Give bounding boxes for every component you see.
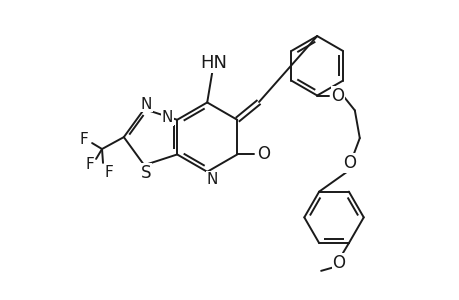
Text: F: F	[85, 158, 94, 172]
Text: O: O	[257, 146, 270, 164]
Text: N: N	[140, 97, 151, 112]
Text: F: F	[104, 165, 113, 180]
Text: O: O	[332, 254, 345, 272]
Text: F: F	[80, 132, 89, 147]
Text: HN: HN	[200, 54, 227, 72]
Text: N: N	[161, 110, 173, 125]
Text: S: S	[140, 164, 151, 182]
Text: O: O	[331, 86, 344, 104]
Text: N: N	[206, 172, 218, 187]
Text: O: O	[342, 154, 356, 172]
